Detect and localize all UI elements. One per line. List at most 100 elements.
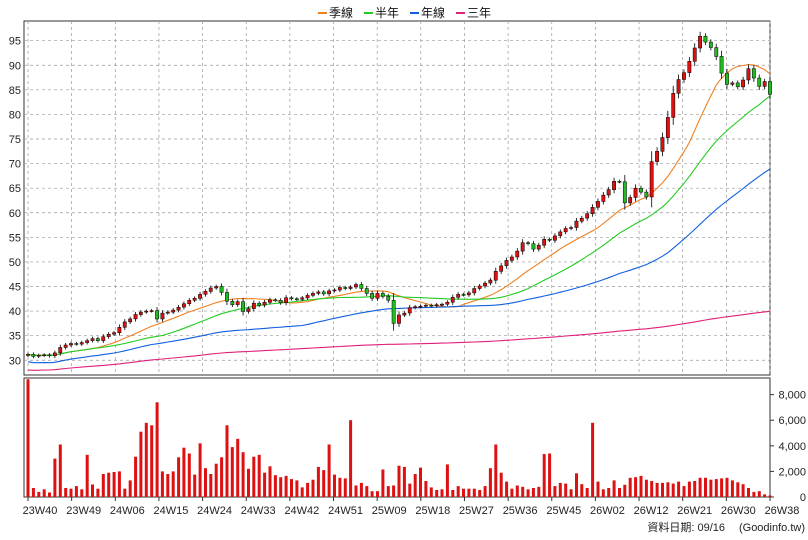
candle-body [47,354,52,357]
volume-bar [155,402,159,497]
candle-body [300,297,305,300]
volume-bar [682,486,686,497]
volume-bar [704,477,707,497]
candle-body [509,256,514,261]
chart-legend: 季線 半年 年線 三年 [318,5,491,20]
volume-bar [730,480,734,497]
volume-bar [349,420,353,497]
volume-bar [284,475,288,497]
candle-body [483,282,487,287]
candle-body [354,284,358,288]
volume-bar [48,492,51,497]
candle-body [133,314,138,320]
candle-body [456,294,461,298]
volume-bar [747,488,750,497]
candle-body [429,304,434,307]
volume-bar [295,480,299,497]
volume-bar [494,444,498,497]
volume-bar [112,472,116,497]
x-tick-label: 24W33 [241,505,276,517]
x-tick-label: 24W42 [284,505,319,517]
volume-bar [677,481,681,497]
volume-bar [628,477,632,497]
candle-body [413,306,418,308]
volume-bar [666,482,670,497]
volume-bar [429,487,433,497]
price-tick-label: 80 [9,109,21,121]
candle-body [450,297,455,303]
candle-body [225,292,229,302]
volume-bar [376,491,379,497]
price-tick-label: 30 [9,355,21,367]
candle-body [531,243,536,250]
volume-bar [709,479,713,497]
volume-bar [515,485,519,497]
x-tick-label: 25W36 [503,505,538,517]
volume-panel: 0 2,000 4,000 6,000 8,000 [23,377,806,504]
volume-bar [424,481,428,497]
legend-entry: 年線 [421,5,445,20]
candle-body [708,41,713,48]
candle-body [63,344,68,348]
volume-bar [316,466,320,497]
candle-body [149,310,154,312]
candle-body [542,239,547,246]
candle-body [526,242,530,244]
candle-body [499,265,504,272]
x-tick-label: 26W30 [721,505,756,517]
x-tick-label: 23W40 [23,505,58,517]
candle-body [208,287,213,292]
volume-bar [757,491,761,497]
candle-body [397,314,401,324]
volume-bar [166,474,170,497]
volume-bar [693,481,697,497]
x-tick-label: 24W51 [328,505,363,517]
candle-body [182,303,186,308]
candle-body [644,191,649,198]
volume-bar [263,472,267,497]
ma-3year-line [27,310,771,371]
candle-body [407,307,412,314]
candle-body [176,306,181,311]
candle-body [380,293,385,297]
candle-body [343,287,348,289]
candle-body [719,56,724,74]
volume-bar [365,486,369,497]
candle-body [112,332,116,335]
candle-body [596,201,600,208]
price-panel: 30 35 40 45 50 55 60 65 70 75 80 85 90 95 [9,20,772,376]
volume-bar [596,481,600,497]
candle-body [477,285,482,289]
volume-bar [182,447,186,497]
price-tick-label: 75 [9,134,21,146]
volume-bar [736,482,740,497]
candle-body [278,300,283,304]
volume-bar [214,463,218,497]
volume-bar [241,452,245,497]
candle-body [165,311,170,314]
candle-body [440,303,444,306]
volume-bar [322,470,326,497]
candle-body [520,242,525,252]
candle-body [418,305,423,308]
x-tick-label: 25W45 [546,505,581,517]
candle-body [262,301,267,306]
candle-body [434,304,439,306]
volume-bar [440,489,444,497]
volume-bar [392,485,396,497]
volume-bar [435,490,439,497]
candle-body [402,312,407,316]
candle-body [601,194,606,202]
price-tick-label: 35 [9,331,21,343]
x-tick-label: 23W49 [66,505,101,517]
candle-body [144,310,149,313]
volume-bar [419,467,422,497]
volume-bar [752,491,756,497]
candle-body [692,47,697,62]
candle-body [569,227,573,229]
volume-bar [69,488,73,497]
volume-bar [370,491,374,497]
candle-body [284,297,288,303]
candle-body [337,287,342,291]
